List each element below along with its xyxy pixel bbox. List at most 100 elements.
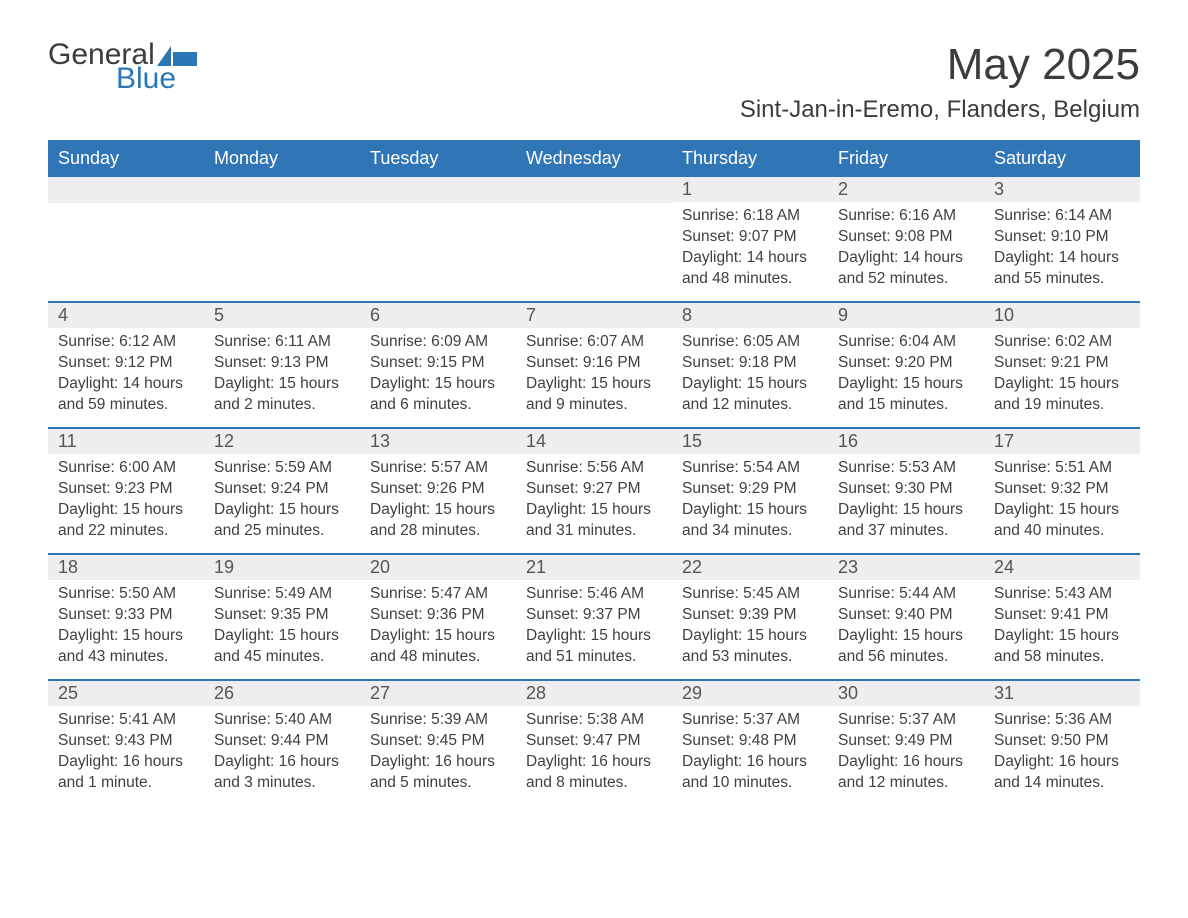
sunrise-text: Sunrise: 6:18 AM (682, 206, 818, 227)
daylight-text: Daylight: 15 hours and 56 minutes. (838, 626, 974, 668)
sunrise-text: Sunrise: 6:16 AM (838, 206, 974, 227)
daylight-text: Daylight: 16 hours and 10 minutes. (682, 752, 818, 794)
day-number: 19 (204, 555, 360, 580)
daylight-text: Daylight: 15 hours and 53 minutes. (682, 626, 818, 668)
weekday-header: Monday (204, 140, 360, 177)
day-cell: 27 Sunrise: 5:39 AMSunset: 9:45 PMDayligh… (360, 681, 516, 805)
sunset-text: Sunset: 9:23 PM (58, 479, 194, 500)
sunrise-text: Sunrise: 5:44 AM (838, 584, 974, 605)
day-number: 9 (828, 303, 984, 328)
day-number: 2 (828, 177, 984, 202)
day-cell: 30 Sunrise: 5:37 AMSunset: 9:49 PMDayligh… (828, 681, 984, 805)
sunset-text: Sunset: 9:49 PM (838, 731, 974, 752)
day-details: Sunrise: 5:37 AMSunset: 9:48 PMDaylight:… (672, 710, 828, 794)
location: Sint-Jan-in-Eremo, Flanders, Belgium (740, 96, 1140, 124)
day-details: Sunrise: 6:02 AMSunset: 9:21 PMDaylight:… (984, 332, 1140, 416)
day-details: Sunrise: 6:11 AMSunset: 9:13 PMDaylight:… (204, 332, 360, 416)
sunrise-text: Sunrise: 5:47 AM (370, 584, 506, 605)
day-details: Sunrise: 6:04 AMSunset: 9:20 PMDaylight:… (828, 332, 984, 416)
sunrise-text: Sunrise: 5:56 AM (526, 458, 662, 479)
day-details: Sunrise: 5:38 AMSunset: 9:47 PMDaylight:… (516, 710, 672, 794)
day-cell: 9 Sunrise: 6:04 AMSunset: 9:20 PMDaylight… (828, 303, 984, 427)
day-number: 21 (516, 555, 672, 580)
day-cell: 16Sunrise: 5:53 AMSunset: 9:30 PMDayligh… (828, 429, 984, 553)
day-details: Sunrise: 6:00 AMSunset: 9:23 PMDaylight:… (48, 458, 204, 542)
daylight-text: Daylight: 15 hours and 22 minutes. (58, 500, 194, 542)
day-details: Sunrise: 5:53 AMSunset: 9:30 PMDaylight:… (828, 458, 984, 542)
sunset-text: Sunset: 9:43 PM (58, 731, 194, 752)
day-number: 25 (48, 681, 204, 706)
title-block: May 2025 Sint-Jan-in-Eremo, Flanders, Be… (740, 40, 1140, 124)
day-details: Sunrise: 5:39 AMSunset: 9:45 PMDaylight:… (360, 710, 516, 794)
day-number: 27 (360, 681, 516, 706)
sunrise-text: Sunrise: 5:53 AM (838, 458, 974, 479)
day-cell: 25 Sunrise: 5:41 AMSunset: 9:43 PMDayligh… (48, 681, 204, 805)
day-cell (360, 177, 516, 301)
sunrise-text: Sunrise: 5:36 AM (994, 710, 1130, 731)
sunrise-text: Sunrise: 5:46 AM (526, 584, 662, 605)
day-details: Sunrise: 5:59 AMSunset: 9:24 PMDaylight:… (204, 458, 360, 542)
day-details: Sunrise: 6:07 AMSunset: 9:16 PMDaylight:… (516, 332, 672, 416)
day-cell: 28Sunrise: 5:38 AMSunset: 9:47 PMDayligh… (516, 681, 672, 805)
daylight-text: Daylight: 15 hours and 48 minutes. (370, 626, 506, 668)
day-cell: 11 Sunrise: 6:00 AMSunset: 9:23 PMDayligh… (48, 429, 204, 553)
day-details: Sunrise: 6:18 AMSunset: 9:07 PMDaylight:… (672, 206, 828, 290)
sunset-text: Sunset: 9:48 PM (682, 731, 818, 752)
daylight-text: Daylight: 15 hours and 43 minutes. (58, 626, 194, 668)
daylight-text: Daylight: 16 hours and 12 minutes. (838, 752, 974, 794)
day-number: 10 (984, 303, 1140, 328)
day-cell: 31Sunrise: 5:36 AMSunset: 9:50 PMDayligh… (984, 681, 1140, 805)
sunrise-text: Sunrise: 5:57 AM (370, 458, 506, 479)
day-number: 15 (672, 429, 828, 454)
day-number: 8 (672, 303, 828, 328)
sunrise-text: Sunrise: 5:37 AM (682, 710, 818, 731)
daylight-text: Daylight: 15 hours and 28 minutes. (370, 500, 506, 542)
day-details: Sunrise: 6:09 AMSunset: 9:15 PMDaylight:… (360, 332, 516, 416)
weekday-header: Friday (828, 140, 984, 177)
day-number: 30 (828, 681, 984, 706)
day-number: 22 (672, 555, 828, 580)
day-number: 1 (672, 177, 828, 202)
daylight-text: Daylight: 15 hours and 6 minutes. (370, 374, 506, 416)
calendar: Sunday Monday Tuesday Wednesday Thursday… (48, 140, 1140, 805)
daylight-text: Daylight: 15 hours and 34 minutes. (682, 500, 818, 542)
day-details: Sunrise: 5:51 AMSunset: 9:32 PMDaylight:… (984, 458, 1140, 542)
day-details: Sunrise: 6:14 AMSunset: 9:10 PMDaylight:… (984, 206, 1140, 290)
day-cell: 20Sunrise: 5:47 AMSunset: 9:36 PMDayligh… (360, 555, 516, 679)
day-number: 7 (516, 303, 672, 328)
day-cell: 29Sunrise: 5:37 AMSunset: 9:48 PMDayligh… (672, 681, 828, 805)
sunrise-text: Sunrise: 5:51 AM (994, 458, 1130, 479)
sunset-text: Sunset: 9:26 PM (370, 479, 506, 500)
sunset-text: Sunset: 9:20 PM (838, 353, 974, 374)
sunrise-text: Sunrise: 6:14 AM (994, 206, 1130, 227)
logo-text-blue: Blue (116, 64, 197, 94)
day-number (48, 177, 204, 203)
day-cell: 21 Sunrise: 5:46 AMSunset: 9:37 PMDayligh… (516, 555, 672, 679)
day-cell: 10 Sunrise: 6:02 AMSunset: 9:21 PMDayligh… (984, 303, 1140, 427)
day-details: Sunrise: 5:46 AMSunset: 9:37 PMDaylight:… (516, 584, 672, 668)
sunset-text: Sunset: 9:18 PM (682, 353, 818, 374)
calendar-body: 1 Sunrise: 6:18 AMSunset: 9:07 PMDaylight… (48, 177, 1140, 805)
sunrise-text: Sunrise: 5:38 AM (526, 710, 662, 731)
day-cell: 3Sunrise: 6:14 AMSunset: 9:10 PMDaylight… (984, 177, 1140, 301)
month-title: May 2025 (740, 40, 1140, 90)
sunrise-text: Sunrise: 5:54 AM (682, 458, 818, 479)
day-cell (204, 177, 360, 301)
day-details: Sunrise: 5:41 AMSunset: 9:43 PMDaylight:… (48, 710, 204, 794)
sunrise-text: Sunrise: 5:37 AM (838, 710, 974, 731)
day-number: 13 (360, 429, 516, 454)
day-details: Sunrise: 5:49 AMSunset: 9:35 PMDaylight:… (204, 584, 360, 668)
brand-logo: General Blue (48, 40, 197, 94)
daylight-text: Daylight: 16 hours and 8 minutes. (526, 752, 662, 794)
sunset-text: Sunset: 9:12 PM (58, 353, 194, 374)
day-number: 11 (48, 429, 204, 454)
day-cell: 5Sunrise: 6:11 AMSunset: 9:13 PMDaylight… (204, 303, 360, 427)
day-details: Sunrise: 6:16 AMSunset: 9:08 PMDaylight:… (828, 206, 984, 290)
day-cell (516, 177, 672, 301)
day-cell: 1 Sunrise: 6:18 AMSunset: 9:07 PMDaylight… (672, 177, 828, 301)
day-number: 17 (984, 429, 1140, 454)
day-cell: 8Sunrise: 6:05 AMSunset: 9:18 PMDaylight… (672, 303, 828, 427)
day-details: Sunrise: 5:43 AMSunset: 9:41 PMDaylight:… (984, 584, 1140, 668)
day-number: 24 (984, 555, 1140, 580)
sunrise-text: Sunrise: 5:40 AM (214, 710, 350, 731)
